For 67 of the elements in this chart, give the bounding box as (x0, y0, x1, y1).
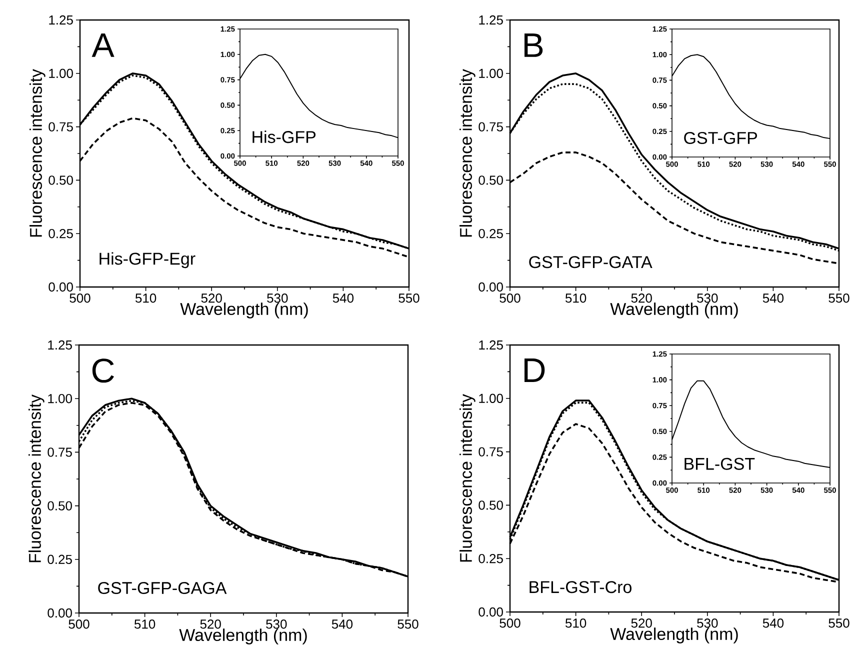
annotation: C (92, 358, 114, 383)
y-axis-title: Fluorescence intensity (30, 68, 46, 237)
y-tick-label: 1.00 (48, 394, 72, 404)
y-tick-label: 0.00 (478, 282, 503, 292)
annotation: A (92, 34, 114, 57)
y-tick-label: 1.00 (49, 68, 73, 78)
annotation: GST-GFP-GATA (529, 256, 652, 268)
x-axis-title: Wavelength (nm) (179, 628, 307, 644)
y-tick-label: 1.00 (479, 68, 503, 78)
x-tick-label: 500 (70, 294, 90, 303)
x-tick-label: 520 (201, 294, 222, 303)
y-tick-label: 0.75 (48, 448, 72, 457)
y-axis-title: Fluorescence intensity (460, 68, 476, 237)
x-tick-label: 510 (565, 294, 586, 303)
x-axis-title: Wavelength (nm) (610, 302, 738, 318)
y-tick-label: 0.75 (478, 447, 503, 456)
annotation: GST-GFP (684, 132, 757, 144)
x-axis-title: Wavelength (nm) (180, 302, 308, 318)
annotation: D (524, 358, 545, 382)
annotation: His-GFP-Egr (100, 252, 196, 268)
x-tick-label: 510 (565, 618, 586, 628)
y-tick-label: 0.00 (478, 607, 503, 617)
y-tick-label: 0.00 (48, 282, 73, 292)
y-tick-label: 1.25 (49, 15, 73, 25)
y-tick-label: 0.75 (478, 122, 503, 132)
annotation: BFL-GST (684, 458, 755, 470)
x-tick-label: 540 (332, 620, 353, 629)
y-tick-label: 0.50 (478, 500, 503, 510)
x-tick-label: 520 (200, 620, 221, 629)
x-tick-label: 550 (828, 618, 850, 628)
x-tick-label: 500 (68, 620, 90, 629)
y-tick-label: 0.25 (478, 554, 503, 564)
y-tick-label: 1.25 (479, 15, 503, 25)
y-axis-title: Fluorescence intensity (460, 394, 476, 562)
x-tick-label: 500 (500, 294, 520, 303)
y-tick-label: 1.25 (479, 340, 503, 350)
x-tick-label: 530 (267, 294, 288, 303)
x-tick-label: 540 (762, 618, 784, 628)
annotation: His-GFP (252, 130, 316, 144)
x-tick-label: 520 (631, 294, 652, 303)
x-tick-label: 540 (332, 294, 354, 303)
x-tick-label: 530 (697, 618, 718, 628)
y-tick-label: 0.50 (48, 501, 72, 510)
x-tick-label: 550 (398, 294, 420, 303)
x-tick-label: 510 (134, 620, 156, 629)
y-tick-label: 1.00 (479, 394, 503, 403)
x-tick-label: 500 (500, 618, 520, 628)
y-tick-label: 0.50 (478, 176, 503, 185)
x-axis-title: Wavelength (nm) (610, 628, 738, 644)
x-tick-label: 550 (398, 620, 418, 629)
y-tick-label: 0.75 (48, 122, 73, 132)
x-tick-label: 530 (266, 620, 287, 629)
y-tick-label: 0.25 (478, 228, 503, 238)
x-tick-label: 540 (762, 294, 784, 303)
y-tick-label: 1.25 (48, 340, 72, 350)
y-tick-label: 0.25 (48, 554, 72, 564)
y-tick-label: 0.25 (48, 228, 73, 238)
y-tick-label: 0.00 (48, 608, 72, 618)
x-tick-label: 530 (697, 294, 718, 303)
x-tick-label: 510 (135, 294, 156, 303)
y-tick-label: 0.50 (48, 176, 73, 185)
x-tick-label: 550 (828, 294, 850, 303)
annotation: BFL-GST-Cro (530, 581, 632, 594)
x-tick-label: 520 (631, 618, 652, 628)
annotation: GST-GFP-GAGA (98, 582, 227, 594)
y-axis-title: Fluorescence intensity (28, 394, 44, 562)
annotation: B (524, 34, 543, 57)
